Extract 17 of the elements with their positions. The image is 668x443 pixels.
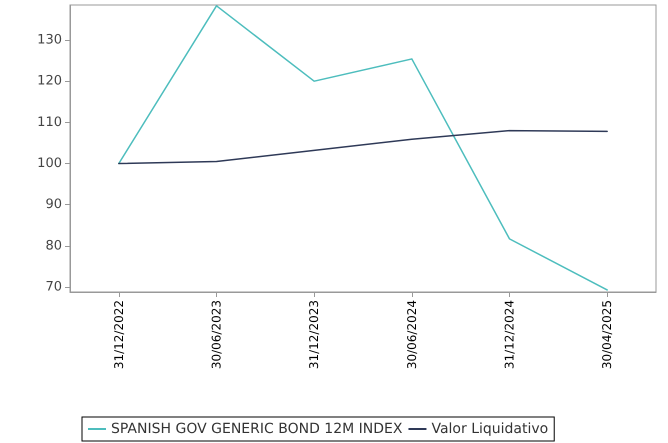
y-tick-label: 80 <box>45 238 62 254</box>
y-tick-label: 120 <box>37 74 62 89</box>
x-tick-label: 30/04/2025 <box>600 300 614 370</box>
line-series <box>118 5 608 291</box>
x-tick-label: 31/12/2023 <box>307 300 322 370</box>
y-tick-label: 90 <box>45 197 62 212</box>
line-series <box>118 130 608 164</box>
x-tick-label: 30/06/2023 <box>210 300 224 370</box>
legend-label: SPANISH GOV GENERIC BOND 12M INDEX <box>111 421 403 437</box>
x-tick-label: 31/12/2024 <box>502 300 516 370</box>
x-tick-label: 31/12/2022 <box>112 300 126 370</box>
y-tick-label: 70 <box>45 280 62 295</box>
x-tick-label: 30/06/2024 <box>404 300 419 370</box>
y-tick-label: 130 <box>37 32 62 48</box>
y-tick-label: 110 <box>37 114 62 130</box>
y-tick-label: 100 <box>37 156 62 172</box>
legend-label: Valor Liquidativo <box>431 421 548 437</box>
